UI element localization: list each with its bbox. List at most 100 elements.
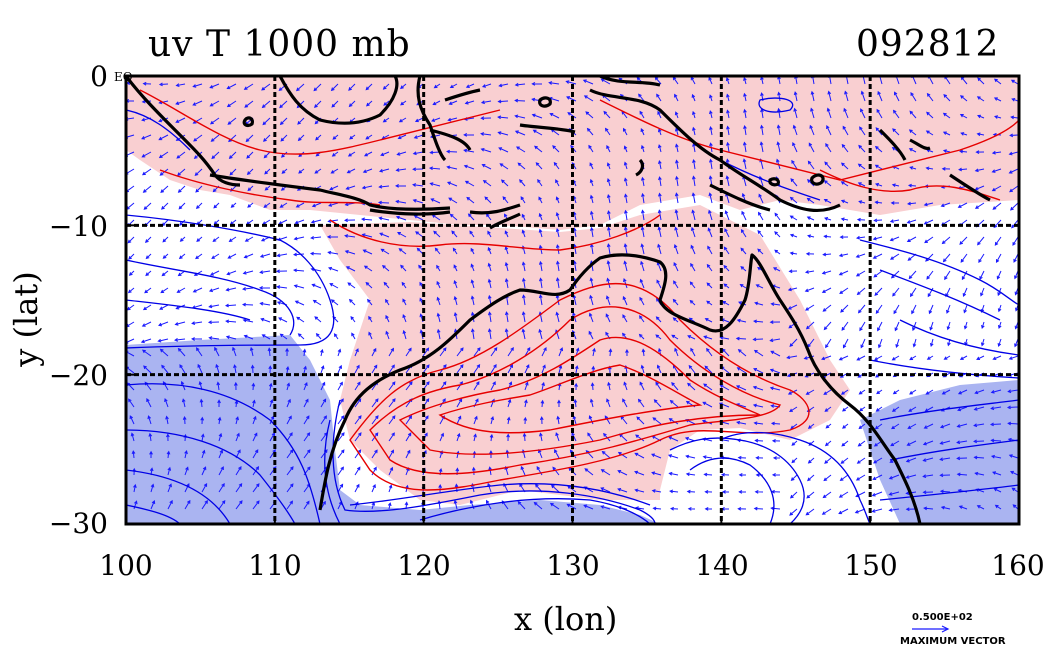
wind-vector — [157, 338, 169, 343]
wind-vector — [541, 346, 547, 357]
wind-vector — [201, 482, 208, 493]
wind-vector — [350, 315, 356, 323]
wind-vector — [201, 449, 206, 459]
wind-vector — [873, 457, 883, 464]
wind-vector — [875, 127, 883, 136]
wind-vector — [481, 164, 492, 170]
wind-vector — [957, 202, 968, 208]
wind-vector — [524, 364, 530, 374]
wind-vector — [328, 202, 339, 207]
wind-vector — [286, 449, 294, 459]
wind-vector — [174, 321, 186, 326]
wind-vector — [371, 347, 377, 357]
wind-vector — [671, 334, 679, 340]
wind-vector — [521, 261, 526, 272]
wind-vector — [724, 228, 730, 238]
wind-vector — [623, 381, 628, 391]
wind-vector — [176, 287, 186, 293]
wind-vector — [978, 253, 985, 264]
wind-vector — [974, 168, 985, 173]
wind-vector — [388, 432, 395, 442]
wind-vector — [892, 389, 900, 395]
wind-vector — [212, 236, 220, 243]
wind-vector — [470, 247, 475, 255]
wind-vector — [907, 201, 917, 206]
wind-vector — [946, 321, 951, 331]
wind-vector — [328, 266, 339, 272]
wind-vector — [177, 185, 186, 193]
wind-vector — [434, 247, 441, 255]
wind-vector — [464, 180, 475, 187]
wind-vector — [250, 364, 255, 374]
wind-vector — [925, 253, 934, 262]
wind-vector — [726, 109, 730, 119]
wind-vector — [433, 230, 441, 238]
wind-vector — [158, 82, 169, 87]
wind-vector — [480, 132, 492, 136]
wind-vector — [790, 474, 798, 482]
wind-vector — [514, 130, 526, 136]
wind-vector — [303, 381, 308, 391]
wind-vector — [655, 334, 662, 340]
wind-vector — [179, 219, 186, 226]
wind-vector — [377, 200, 390, 205]
wind-vector — [823, 198, 832, 204]
wind-vector — [854, 508, 866, 514]
wind-vector — [275, 269, 288, 274]
wind-vector — [451, 230, 458, 238]
wind-vector — [555, 432, 560, 442]
wind-vector — [776, 141, 781, 153]
wind-vector — [429, 150, 441, 155]
wind-vector — [337, 364, 342, 374]
wind-vector — [514, 114, 526, 119]
wind-vector — [218, 466, 224, 476]
wind-vector — [195, 185, 203, 193]
wind-vector — [380, 248, 390, 255]
wind-vector — [584, 468, 594, 476]
wind-vector — [320, 398, 327, 408]
wind-vector — [303, 398, 309, 408]
wind-vector — [504, 246, 509, 255]
wind-vector — [487, 328, 492, 340]
wind-vector — [708, 76, 713, 85]
wind-vector — [709, 158, 713, 170]
wind-vector — [641, 176, 645, 187]
wind-vector — [805, 321, 815, 330]
wind-vector — [243, 334, 254, 340]
wind-vector — [463, 133, 475, 137]
wind-vector — [521, 229, 526, 238]
wind-vector — [269, 449, 276, 459]
wind-vector — [225, 287, 237, 292]
wind-vector — [706, 300, 713, 306]
wind-vector — [499, 163, 509, 170]
wind-vector — [388, 466, 394, 476]
wind-vector — [807, 234, 815, 238]
wind-vector — [640, 226, 645, 238]
wind-vector — [736, 318, 747, 323]
wind-vector — [942, 253, 951, 263]
wind-vector — [199, 398, 204, 408]
wind-vector — [839, 235, 849, 239]
wind-vector — [246, 168, 254, 176]
wind-vector — [414, 117, 424, 123]
wind-vector — [740, 228, 747, 238]
wind-vector — [150, 500, 156, 510]
wind-vector — [314, 168, 322, 174]
wind-vector — [807, 474, 815, 482]
wind-vector — [480, 100, 492, 105]
wind-vector — [354, 415, 362, 425]
wind-vector — [945, 287, 951, 298]
wind-vector — [361, 233, 373, 238]
wind-vector — [225, 335, 237, 340]
wind-vector — [726, 125, 730, 136]
wind-vector — [653, 399, 662, 408]
wind-vector — [859, 126, 866, 136]
wind-vector — [279, 117, 288, 126]
wind-vector — [942, 149, 951, 153]
wind-vector — [497, 115, 509, 120]
wind-vector — [143, 202, 152, 210]
wind-vector — [505, 449, 510, 459]
wind-vector — [179, 364, 186, 374]
wind-vector — [312, 299, 322, 306]
wind-vector — [378, 216, 390, 221]
